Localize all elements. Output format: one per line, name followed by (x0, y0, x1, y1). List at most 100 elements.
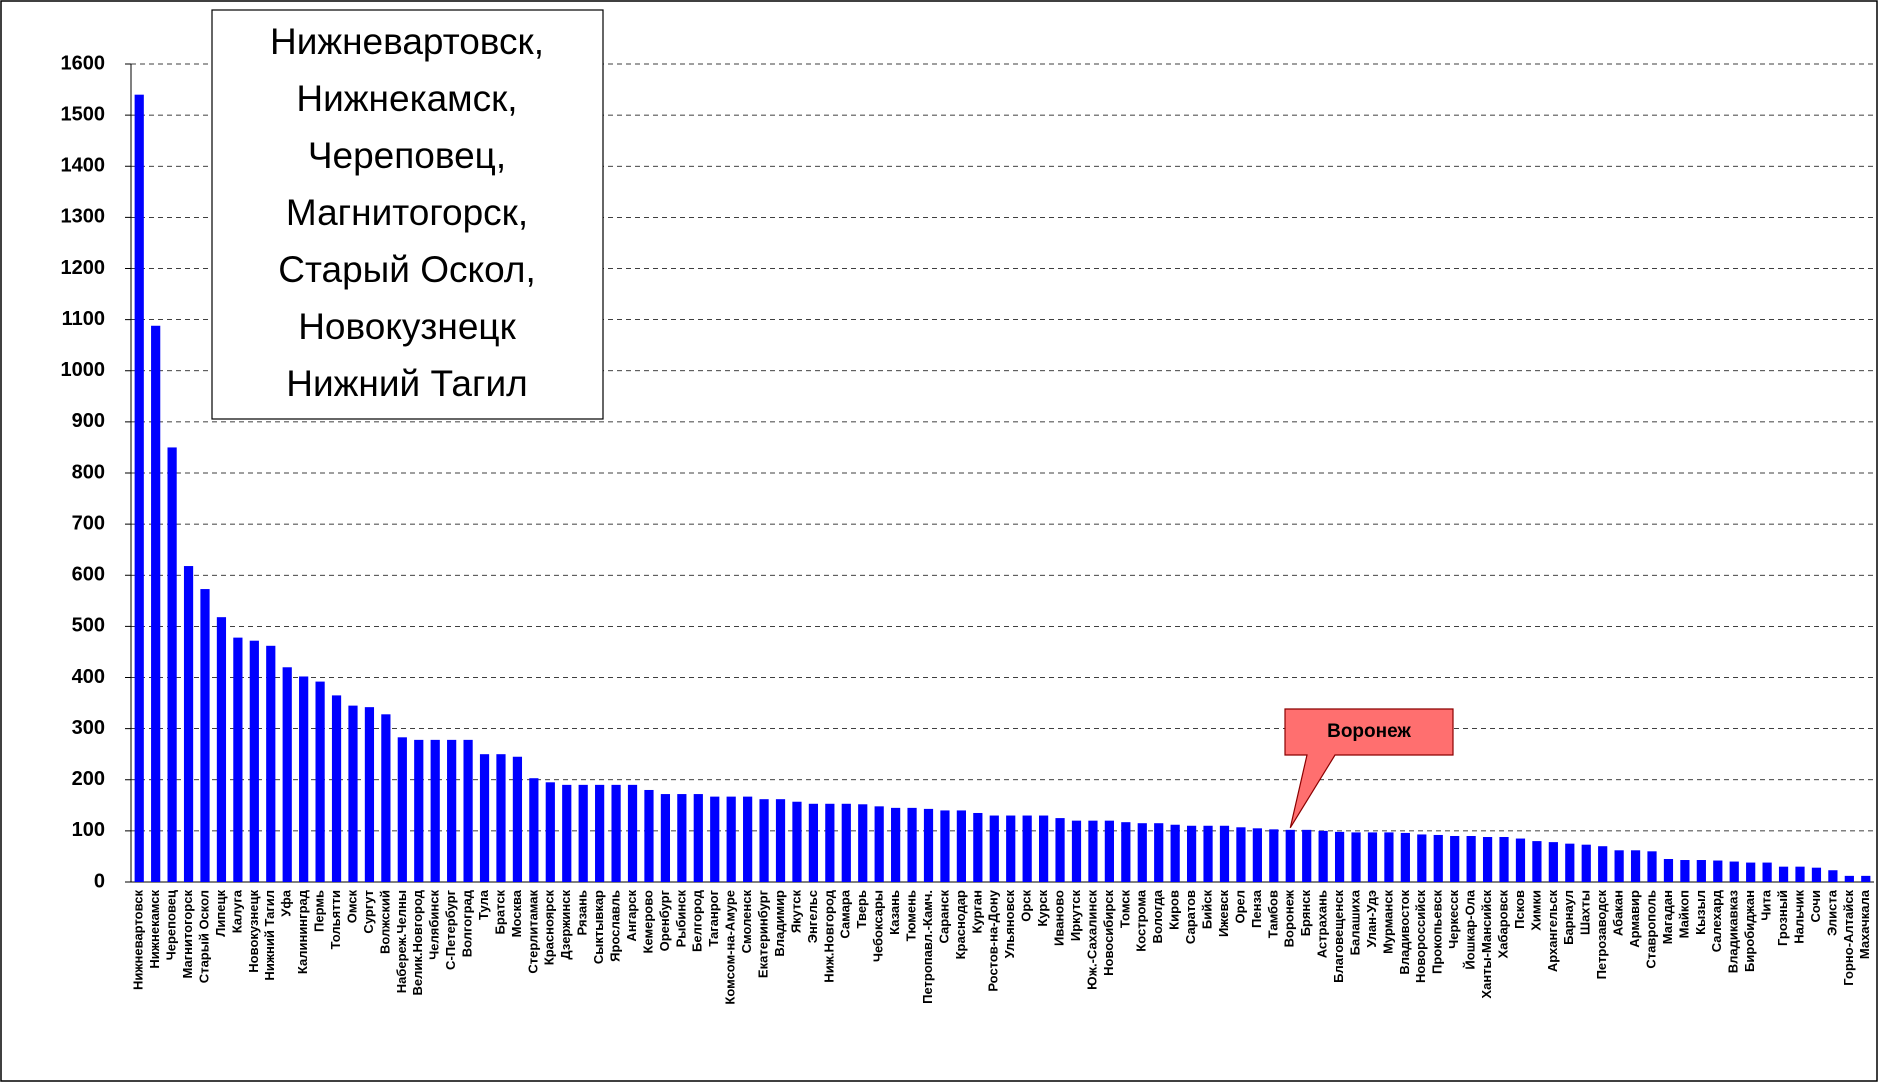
x-tick-label: Элиста (1824, 889, 1839, 936)
bar (611, 784, 621, 882)
bar (1515, 838, 1526, 882)
x-tick-label: Нижний Тагил (262, 890, 277, 981)
x-tick-label: Ниж.Новгород (821, 889, 836, 982)
x-tick-label: Томск (1117, 890, 1132, 929)
y-tick-label: 100 (72, 819, 105, 841)
x-tick-label: Ставрополь (1643, 890, 1658, 969)
x-tick-label: Курск (1035, 890, 1050, 927)
bar (1598, 846, 1608, 882)
bar (1762, 862, 1772, 882)
bar (726, 796, 736, 882)
x-tick-label: Калуга (229, 889, 244, 933)
x-tick-label: Якутск (788, 890, 803, 934)
bar (1630, 850, 1641, 882)
x-tick-label: Липецк (213, 890, 228, 937)
x-tick-label: Грозный (1775, 890, 1790, 946)
x-tick-label: Пенза (1249, 889, 1264, 928)
x-tick-label: Армавир (1627, 890, 1642, 948)
bar (1532, 841, 1542, 882)
bar (1565, 843, 1575, 882)
bar (956, 810, 966, 882)
bar (529, 778, 539, 882)
x-tick-label: Астрахань (1315, 890, 1330, 958)
bar (1302, 829, 1312, 882)
x-tick-label: Улан-Удэ (1364, 890, 1379, 948)
bar (644, 789, 654, 882)
bar (808, 803, 819, 882)
x-tick-label: Кызыл (1693, 890, 1708, 935)
x-tick-label: Омск (344, 890, 359, 924)
x-tick-label: Черкесск (1446, 890, 1461, 949)
y-tick-label: 600 (72, 564, 105, 586)
bar (151, 325, 161, 882)
bar (562, 784, 572, 882)
x-tick-label: Петропавл.-Камч. (920, 890, 935, 1004)
x-tick-label: Самара (838, 889, 853, 938)
note-line: Нижний Тагил (286, 363, 527, 404)
x-tick-label: Псков (1512, 890, 1527, 929)
x-tick-label: Шахты (1578, 890, 1593, 935)
x-tick-label: Кемерово (640, 890, 655, 954)
x-tick-label: Воронеж (1282, 889, 1297, 947)
x-tick-label: Ангарск (624, 890, 639, 942)
bar (233, 637, 243, 882)
bar (1746, 862, 1756, 882)
bar (1811, 867, 1822, 882)
x-tick-label: Кострома (1134, 889, 1149, 951)
bar (1203, 825, 1213, 882)
x-tick-label: Белгород (690, 889, 705, 952)
x-tick-label: Ульяновск (1002, 890, 1017, 959)
x-tick-label: Магадан (1660, 890, 1675, 944)
x-tick-label: Благовещенск (1331, 890, 1346, 983)
x-tick-label: Владивосток (1397, 890, 1412, 975)
bar (315, 681, 325, 882)
bar (1400, 832, 1410, 882)
x-tick-label: Курган (969, 890, 984, 933)
x-tick-label: Велик.Новгород (410, 889, 425, 995)
bar (1039, 815, 1049, 882)
bar (381, 714, 391, 882)
x-tick-label: Йошкар-Ола (1463, 889, 1478, 969)
y-tick-label: 1500 (61, 103, 106, 125)
bar (447, 739, 457, 882)
bar (1170, 824, 1180, 882)
bar (743, 796, 753, 882)
bar (1367, 832, 1378, 882)
x-tick-label: Тамбов (1265, 890, 1280, 938)
x-tick-label: Иваново (1051, 890, 1066, 946)
note-box (211, 9, 604, 420)
bar (1252, 828, 1262, 882)
bar (989, 815, 999, 882)
y-tick-label: 500 (72, 615, 105, 637)
x-tick-label: Биробиджан (1742, 890, 1757, 972)
bar (331, 695, 342, 882)
bar (660, 794, 671, 882)
bar (825, 803, 835, 882)
bar (595, 784, 605, 882)
y-tick-label: 1100 (62, 308, 105, 330)
x-tick-label: Орск (1019, 890, 1034, 922)
bar (1466, 835, 1476, 882)
x-tick-label: Казань (887, 890, 902, 935)
y-tick-label: 900 (72, 410, 105, 432)
bar (1417, 834, 1427, 882)
x-tick-label: Рыбинск (673, 890, 688, 948)
bar (1778, 866, 1789, 882)
x-tick-label: Набереж.Челны (394, 890, 409, 993)
x-tick-label: Череповец (164, 890, 179, 960)
bar (1548, 842, 1558, 882)
note-line: Магнитогорск, (286, 192, 528, 233)
bar (364, 707, 375, 882)
bar (1384, 832, 1394, 882)
bar (1219, 825, 1230, 882)
note-line: Череповец, (308, 135, 506, 176)
x-tick-label: Магнитогорск (180, 890, 195, 979)
x-tick-label: Ярославль (608, 890, 623, 962)
bar (907, 807, 917, 882)
bar (1186, 825, 1197, 882)
bar (792, 801, 802, 882)
x-tick-label: Юж.-Сахалинск (1084, 890, 1099, 990)
x-tick-label: Калининград (295, 889, 310, 974)
y-tick-label: 800 (72, 461, 105, 483)
